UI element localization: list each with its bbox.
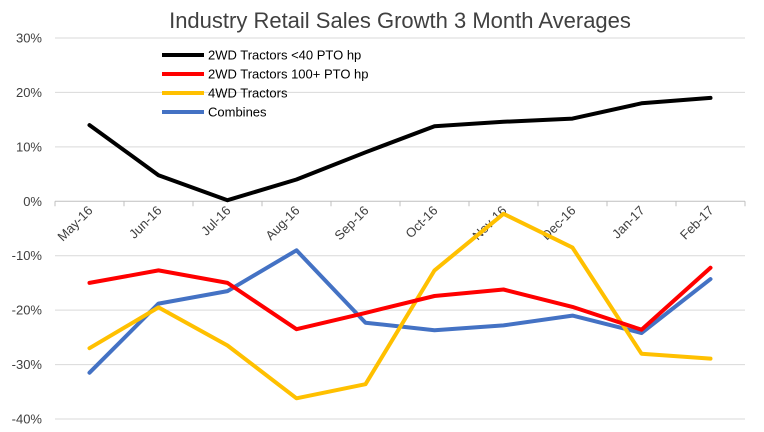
y-tick-label: -30% [12,357,43,372]
grid [54,37,746,420]
legend-label: 2WD Tractors 100+ PTO hp [208,67,369,82]
y-tick-label: -20% [12,303,43,318]
x-tick-label: Oct-16 [402,203,440,241]
x-tick-label: Jun-16 [126,203,165,242]
y-tick-label: -10% [12,248,43,263]
series-line [87,211,713,401]
series-line [87,248,713,375]
x-tick-label: Dec-16 [538,203,578,243]
y-tick-label: 30% [16,31,42,46]
y-tick-label: 20% [16,85,42,100]
series-line [87,265,713,332]
x-axis-tick-labels: May-16 Jun-16 Jul-16 Aug-16 Sep-16 Oct-16 Nov-… [54,203,716,244]
y-tick-label: -40% [12,412,43,427]
y-tick-label: 10% [16,139,42,154]
x-tick-label: Aug-16 [262,203,302,243]
y-axis-tick-labels: 30% 20% 10% 0% -10% -20% -30% -40% [12,31,43,427]
x-tick-label: May-16 [54,203,95,244]
legend-label: Combines [208,105,267,120]
chart-title: Industry Retail Sales Growth 3 Month Ave… [169,8,631,33]
legend: 2WD Tractors <40 PTO hp 2WD Tractors 100+… [162,48,369,120]
legend-label: 2WD Tractors <40 PTO hp [208,48,361,63]
legend-label: 4WD Tractors [208,86,288,101]
x-tick-label: Jul-16 [198,203,234,239]
series-lines [87,95,713,401]
y-tick-label: 0% [23,194,42,209]
x-tick-label: Sep-16 [331,203,371,243]
series-line [87,95,713,203]
x-tick-label: Feb-17 [677,203,717,243]
x-tick-label: Jan-17 [609,203,648,242]
